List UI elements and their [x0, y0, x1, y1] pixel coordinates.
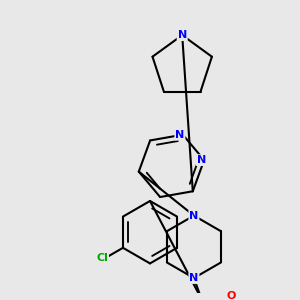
Text: N: N: [196, 155, 206, 165]
Text: N: N: [175, 130, 184, 140]
Text: N: N: [178, 30, 187, 40]
Text: N: N: [189, 273, 199, 283]
Text: N: N: [189, 211, 199, 220]
Text: O: O: [226, 291, 236, 300]
Text: Cl: Cl: [96, 253, 108, 262]
